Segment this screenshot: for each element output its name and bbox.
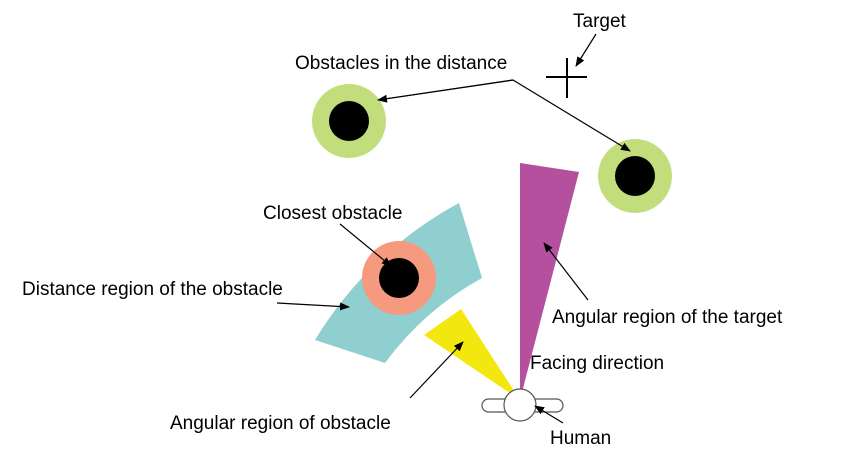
human-arrow (534, 405, 564, 424)
label-distance-region: Distance region of the obstacle (22, 279, 283, 300)
distant-obstacle-right (598, 139, 672, 213)
label-closest-obstacle: Closest obstacle (263, 203, 402, 224)
label-obstacle-angular-region: Angular region of obstacle (170, 413, 391, 434)
target-crosshair-icon (546, 58, 587, 98)
closest-obstacle-arrow (339, 223, 392, 267)
closest-obstacle (362, 241, 436, 315)
distance-region-arrow (276, 302, 350, 311)
label-human: Human (550, 428, 611, 449)
obstacles-distance-arrow-left (377, 79, 514, 103)
target-region-arrow (543, 242, 589, 301)
label-facing-direction: Facing direction (530, 353, 664, 374)
obstacles-distance-arrows (377, 79, 631, 152)
distant-obstacle-left (312, 84, 386, 158)
leader-lines (276, 33, 631, 424)
label-target: Target (573, 11, 627, 32)
obstacle-angular-region (424, 309, 520, 400)
label-obstacles-distance: Obstacles in the distance (295, 53, 507, 74)
label-target-angular-region: Angular region of the target (552, 307, 783, 328)
target-arrow (575, 33, 597, 67)
obstacle-angle-arrow (409, 341, 464, 399)
target-angular-region (520, 163, 579, 400)
